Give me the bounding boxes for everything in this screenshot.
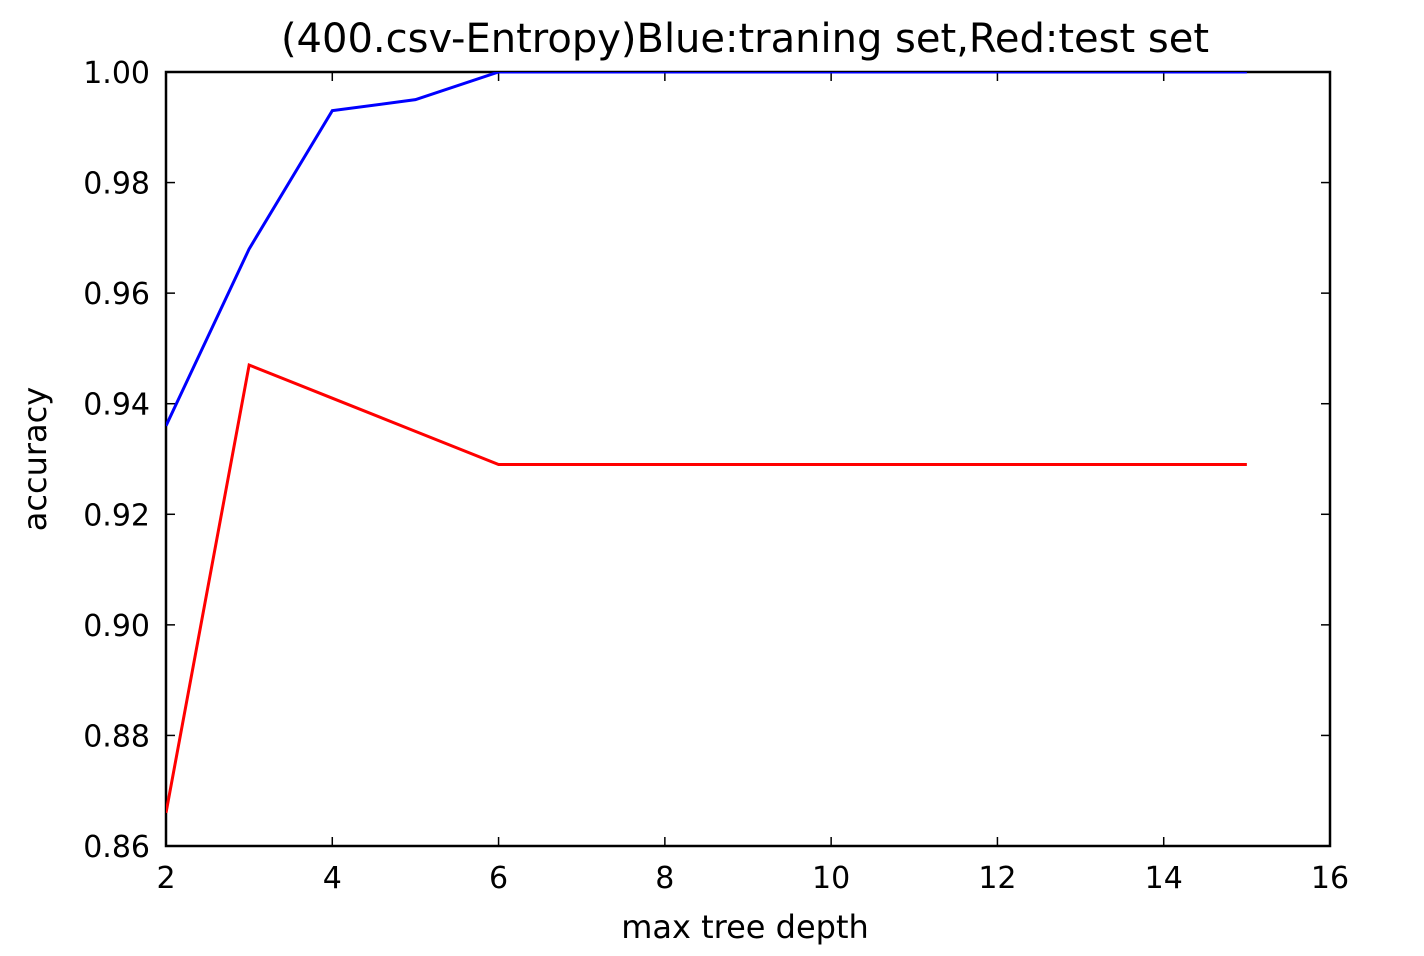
x-tick-label: 14 — [1145, 861, 1183, 896]
series-layer — [166, 72, 1247, 814]
chart-title: (400.csv-Entropy)Blue:traning set,Red:te… — [281, 16, 1209, 62]
x-tick-label: 2 — [156, 861, 175, 896]
x-tick-label: 10 — [812, 861, 850, 896]
x-tick-label: 12 — [978, 861, 1016, 896]
x-tick-label: 4 — [323, 861, 342, 896]
y-tick-label: 0.86 — [83, 830, 150, 865]
training-set-line — [166, 72, 1247, 427]
plot-area — [164, 70, 1332, 848]
y-tick-label: 0.92 — [83, 498, 150, 533]
x-axis-label: max tree depth — [621, 908, 869, 946]
x-tick-label: 8 — [655, 861, 674, 896]
y-axis-label: accuracy — [16, 387, 54, 531]
y-tick-label: 0.98 — [83, 167, 150, 202]
tick-labels: 2 4 6 8 10 12 14 16 0.86 0.88 0.90 0.92 0.94 0.96 0.98… — [83, 56, 1349, 896]
x-tick-label: 6 — [489, 861, 508, 896]
y-tick-label: 0.96 — [83, 277, 150, 312]
x-tick-label: 16 — [1311, 861, 1349, 896]
y-tick-label: 0.88 — [83, 719, 150, 754]
test-set-line — [166, 362, 1247, 814]
y-tick-label: 0.90 — [83, 609, 150, 644]
y-tick-label: 0.94 — [83, 388, 150, 423]
y-tick-label: 1.00 — [83, 56, 150, 91]
